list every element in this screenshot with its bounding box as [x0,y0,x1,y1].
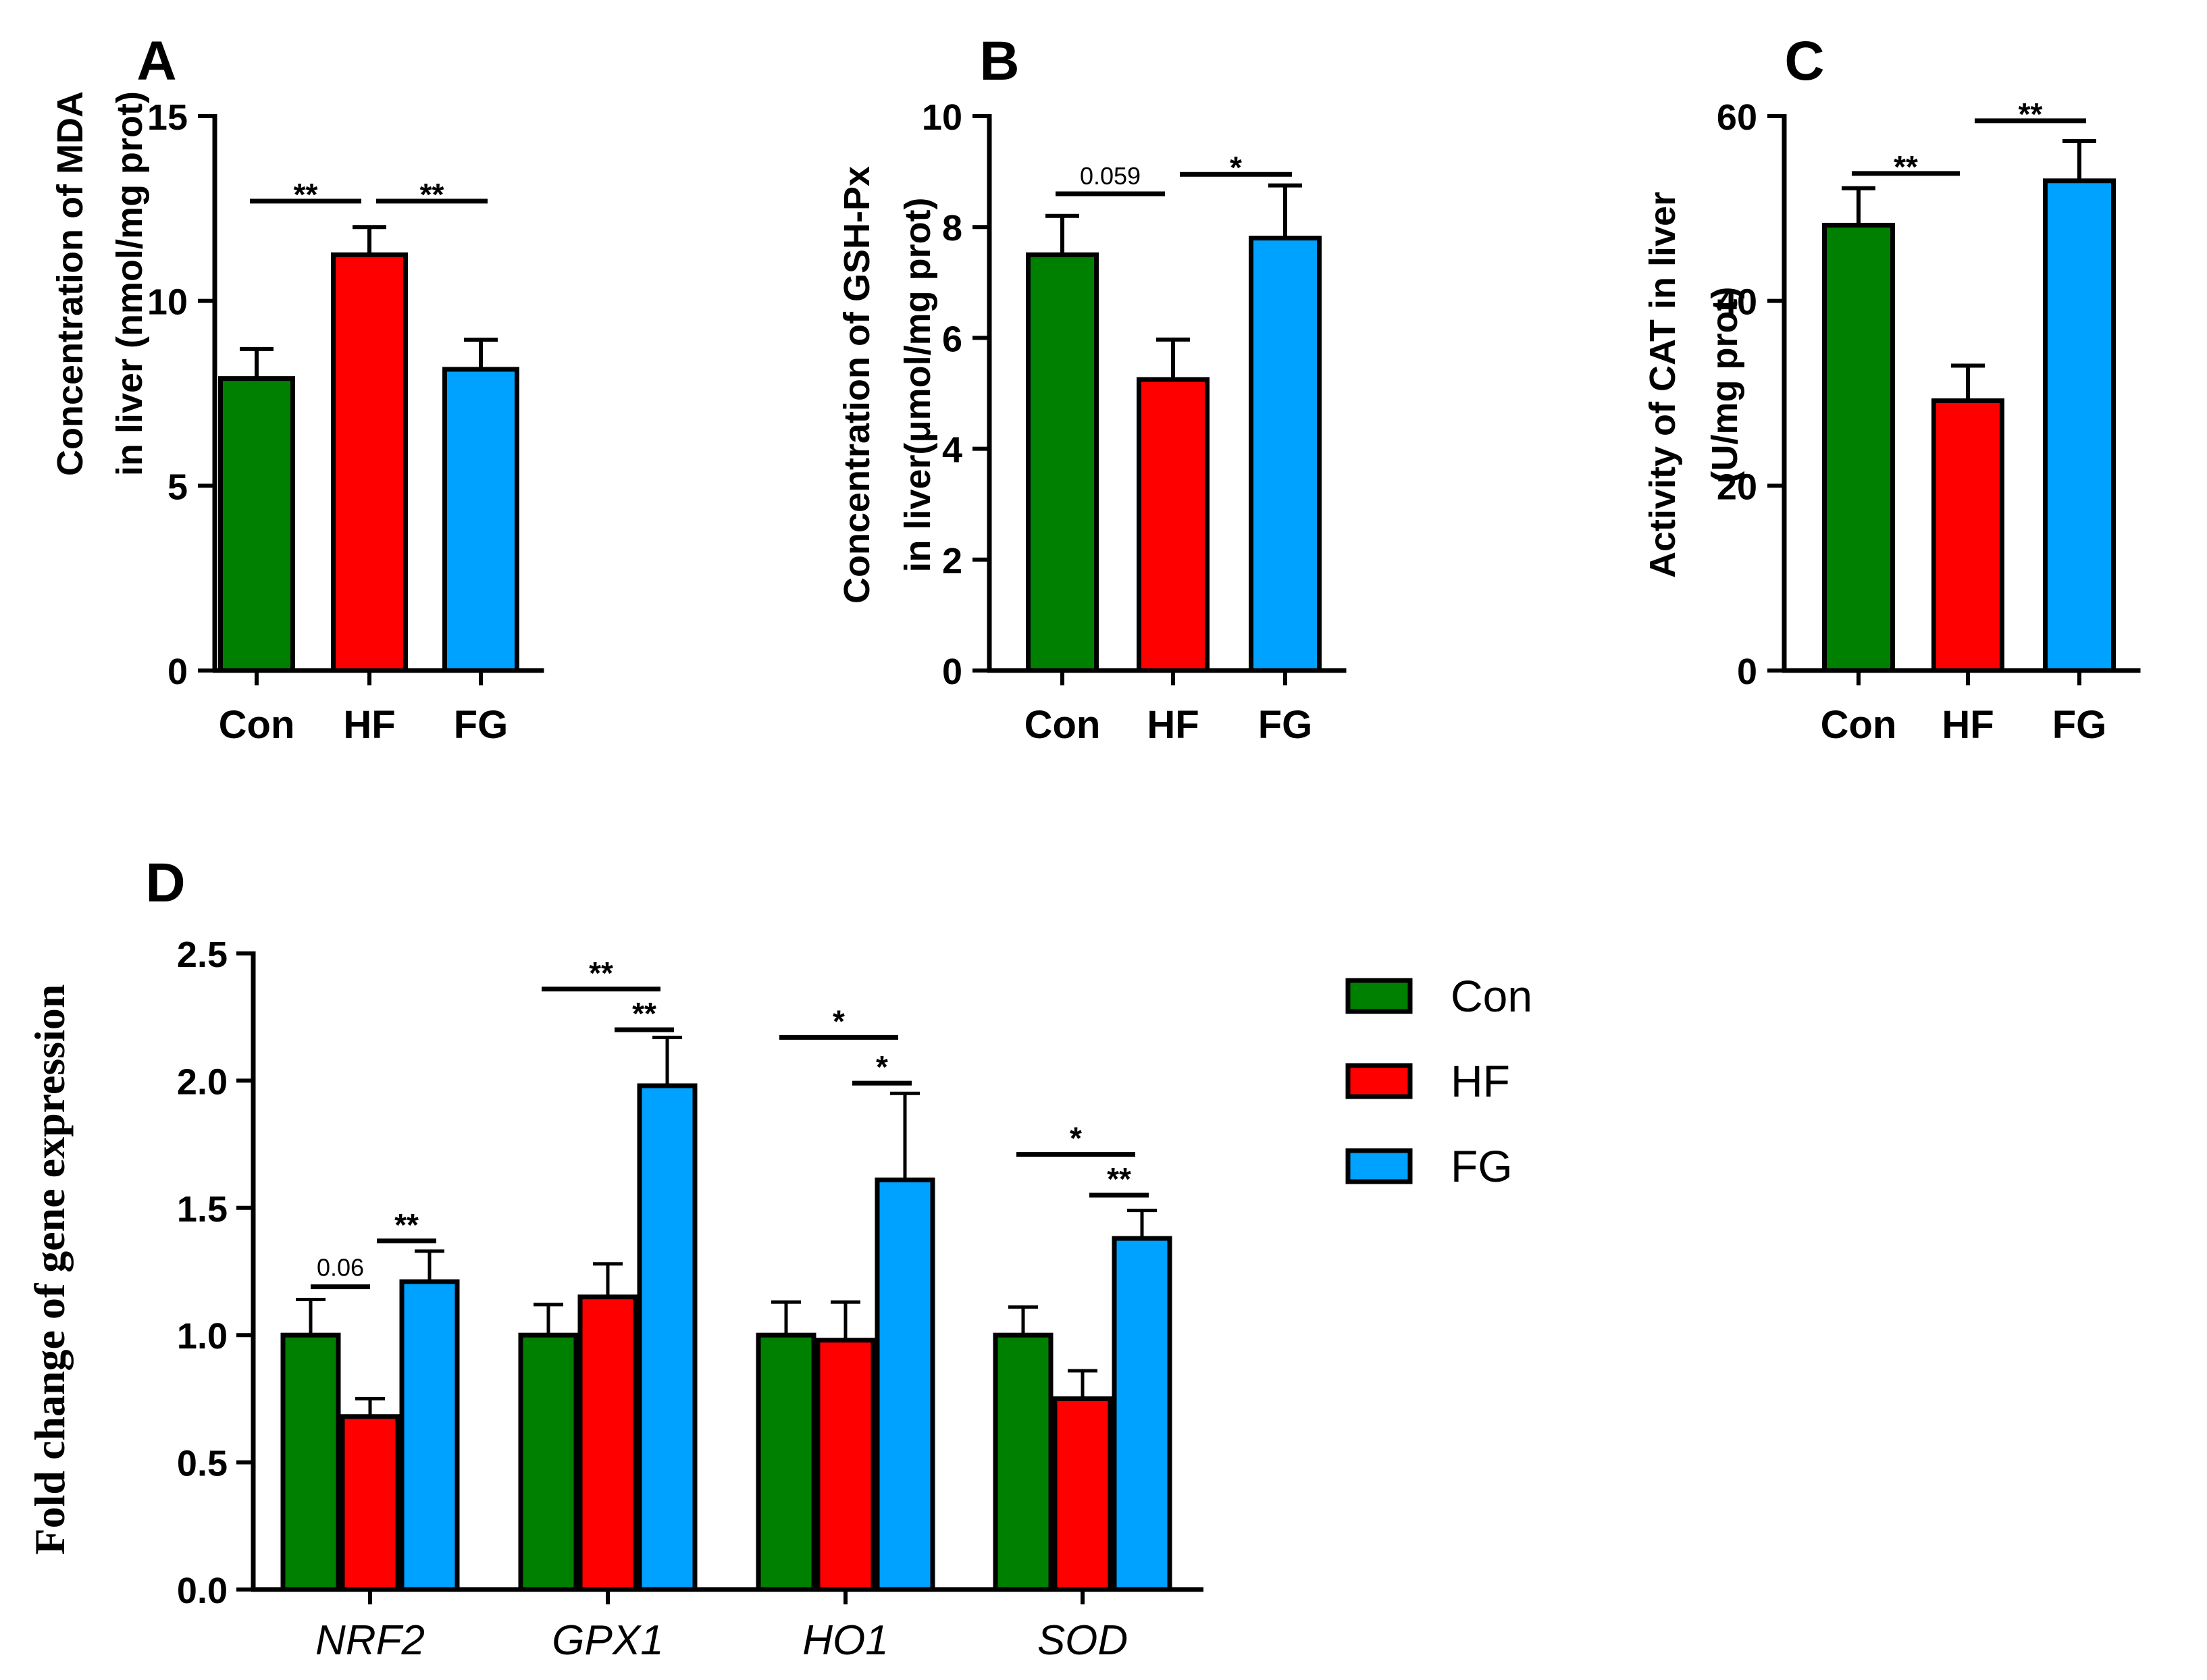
significance-label: * [833,1003,845,1039]
bar-hf [1137,377,1210,673]
significance-label: 0.06 [317,1254,364,1282]
bar-hf [1931,398,2004,673]
panel-b: B Con HF FG 0 2 4 6 8 10 Concentration of GSH-Px in… [837,30,1347,747]
significance-label: ** [1894,149,1918,184]
y-tick-label: 0.0 [177,1571,228,1611]
y-tick-label: 0 [1737,652,1757,692]
x-tick-label: SOD [1037,1617,1128,1664]
x-tick-label: HF [343,703,395,747]
bar-fg [1112,1236,1172,1592]
bar-con [1026,252,1099,673]
panel-a: A Con HF FG 0 5 10 15 Concentration of MDA in liv… [50,30,544,747]
y-axis-label: in liver(μmol/mg prot) [898,197,938,572]
y-tick-label: 10 [147,282,188,323]
y-axis-label: Concentration of MDA [50,91,90,476]
y-tick-label: 0 [167,652,188,692]
y-tick-label: 60 [1717,97,1757,138]
panel-c: C Con HF FG 0 20 40 60 Activity of CAT in liver (… [1642,30,2141,747]
bar-hf [340,1414,400,1592]
y-tick-label: 0.5 [177,1444,228,1484]
significance-label: ** [589,955,613,991]
significance-label: ** [632,996,656,1031]
legend: Con HF FG [1345,971,1532,1191]
bar-fg [1249,236,1322,673]
x-tick-label: FG [454,703,509,747]
y-tick-label: 2.0 [177,1061,228,1102]
y-tick-label: 15 [147,97,188,138]
bar-con [1822,222,1895,673]
legend-swatch-hf [1345,1063,1413,1099]
x-tick-label: FG [2052,703,2107,747]
significance-label: ** [1107,1161,1131,1197]
x-tick-label: NRF2 [315,1617,425,1664]
y-tick-label: 5 [167,467,188,507]
significance-label: ** [294,177,318,212]
y-axis-label: Fold change of gene expression [26,984,74,1554]
y-axis-label: (U/mg prot) [1705,287,1745,483]
bar-fg [875,1177,935,1592]
y-axis-label: Concentration of GSH-Px [837,166,877,604]
bar-hf [331,252,408,673]
panel-label: D [145,852,185,914]
significance-label: * [1230,150,1242,185]
y-tick-label: 20 [1717,467,1757,507]
y-tick-label: 10 [922,97,962,138]
bar-fg [2043,178,2116,673]
y-axis-label: in liver (nmol/mg prot) [109,91,150,476]
x-tick-label: FG [1258,703,1313,747]
x-tick-label: HF [1942,703,1994,747]
bar-con [756,1332,816,1592]
y-tick-label: 2 [942,541,962,581]
panel-label: B [979,30,1019,92]
significance-label: * [1070,1121,1082,1156]
significance-label: ** [2019,97,2043,132]
bar-fg [637,1083,698,1592]
bar-con [218,376,295,673]
legend-swatch-fg [1345,1148,1413,1184]
bar-con [280,1332,341,1592]
significance-label: 0.059 [1080,162,1141,190]
bar-con [518,1332,579,1592]
bar-con [993,1332,1054,1592]
panel-label: A [136,30,176,92]
legend-label: FG [1451,1141,1513,1191]
legend-swatch-con [1345,978,1413,1014]
x-tick-label: HO1 [802,1617,888,1664]
legend-label: HF [1451,1056,1510,1106]
significance-label: ** [420,177,444,212]
x-tick-label: Con [1821,703,1897,747]
bar-fg [399,1279,460,1592]
significance-label: * [876,1049,888,1084]
bar-hf [815,1338,876,1592]
bar-hf [1052,1396,1113,1592]
significance-label: ** [394,1207,419,1242]
y-tick-label: 0 [942,652,962,692]
x-tick-label: Con [1024,703,1101,747]
y-tick-label: 8 [942,208,962,248]
y-tick-label: 1.5 [177,1189,228,1230]
legend-label: Con [1451,971,1532,1021]
x-tick-label: GPX1 [552,1617,663,1664]
y-tick-label: 6 [942,319,962,359]
y-tick-label: 1.0 [177,1316,228,1357]
panel-label: C [1784,30,1824,92]
panel-d: D NRF2 GPX1 HO1 SOD 0.0 0.5 1.0 1.5 2.0 2.5 Fold ch… [26,852,1532,1664]
y-tick-label: 4 [942,430,962,471]
bar-fg [442,367,519,673]
y-tick-label: 40 [1717,282,1757,323]
x-tick-label: Con [219,703,295,747]
x-tick-label: HF [1147,703,1199,747]
bar-hf [577,1294,638,1592]
y-axis-label: Activity of CAT in liver [1642,192,1683,578]
y-tick-label: 2.5 [177,935,228,975]
